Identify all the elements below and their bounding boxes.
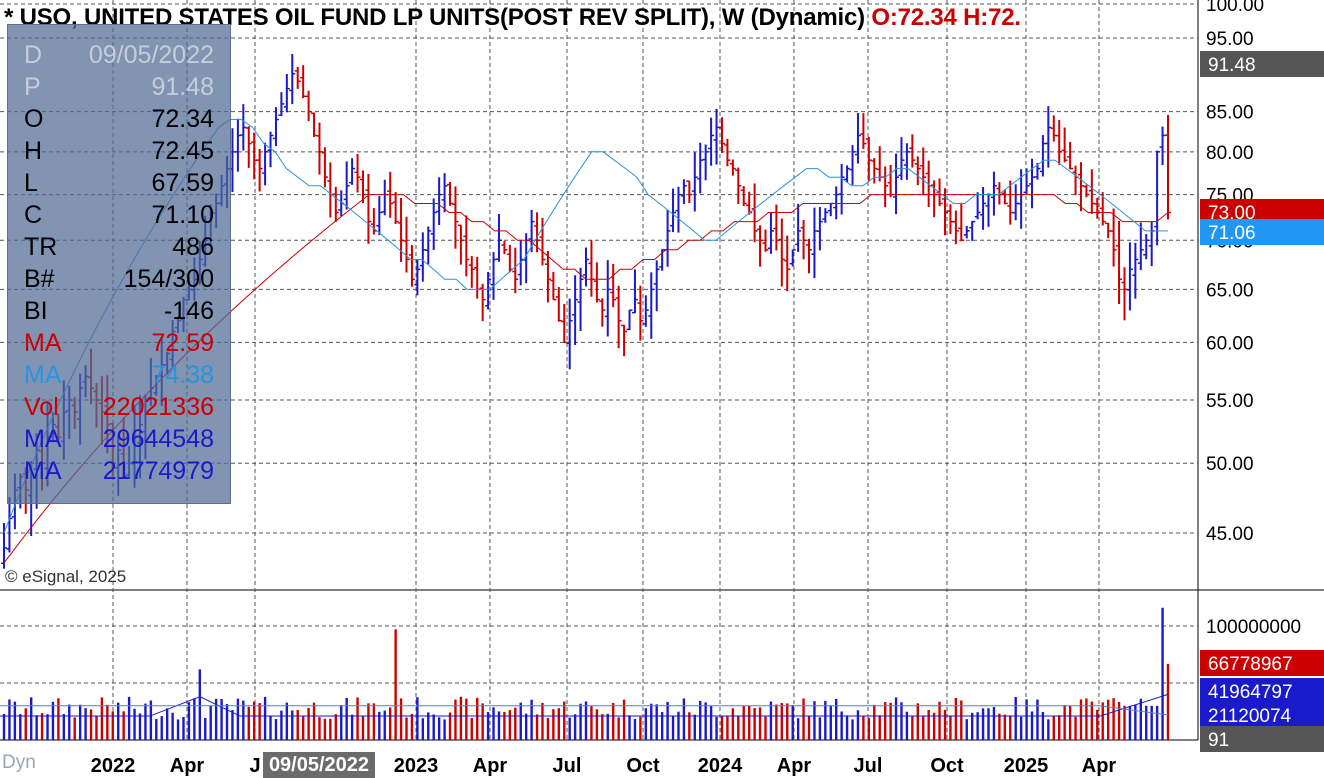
price-tick-label: 80.00 xyxy=(1206,143,1254,164)
volume-ma1-marker-box xyxy=(1200,678,1324,704)
last-price-marker-label: 91.48 xyxy=(1208,55,1256,76)
info-row: P 91.48 xyxy=(24,71,214,103)
price-tick-label: 95.00 xyxy=(1206,29,1254,50)
info-key: C xyxy=(24,201,43,229)
data-window-panel[interactable]: D 09/05/2022 P 91.48 O 72.34 H 72.45 L 67.59 C 71.1… xyxy=(7,24,231,504)
info-value: 29644548 xyxy=(102,425,214,453)
price-tick-label: 65.00 xyxy=(1206,280,1254,301)
info-key: P xyxy=(24,73,41,101)
time-tick-label: 2023 xyxy=(394,755,439,777)
info-key: Vol xyxy=(24,393,59,421)
info-value: 71.10 xyxy=(151,201,214,229)
price-tick-label: 55.00 xyxy=(1206,391,1254,412)
info-value: 72.34 xyxy=(151,105,214,133)
info-key: L xyxy=(24,169,38,197)
time-tick-label: Apr xyxy=(1082,755,1117,777)
info-key: MA xyxy=(24,457,62,485)
last-price-marker-box xyxy=(1200,51,1324,77)
info-value: 72.59 xyxy=(151,329,214,357)
info-value: 72.45 xyxy=(151,137,214,165)
info-row: Vol 22021336 xyxy=(24,391,214,423)
slow-ma-marker-label: 73.00 xyxy=(1208,203,1256,224)
info-key: B# xyxy=(24,265,55,293)
info-key: MA xyxy=(24,329,62,357)
info-row: C 71.10 xyxy=(24,199,214,231)
price-tick-label: 50.00 xyxy=(1206,454,1254,475)
info-value: 74.38 xyxy=(151,361,214,389)
chart-title: * USO, UNITED STATES OIL FUND LP UNITS(P… xyxy=(4,4,1021,32)
volume-marker-label: 66778967 xyxy=(1208,654,1293,675)
info-value: 67.59 xyxy=(151,169,214,197)
price-tick-label: 60.00 xyxy=(1206,333,1254,354)
info-key: O xyxy=(24,105,44,133)
volume-ma1-marker-label: 41964797 xyxy=(1208,682,1293,703)
volume-marker-box xyxy=(1200,650,1324,676)
volume-tick-label: 100000000 xyxy=(1206,617,1301,638)
price-tick-label: 85.00 xyxy=(1206,103,1254,124)
info-value: -146 xyxy=(163,297,214,325)
info-row: B# 154/300 xyxy=(24,263,214,295)
time-tick-label: 2024 xyxy=(698,755,743,777)
time-tick-label: Oct xyxy=(930,755,964,777)
time-tick-label: Apr xyxy=(473,755,508,777)
info-row: D 09/05/2022 xyxy=(24,39,214,71)
dyn-label[interactable]: Dyn xyxy=(2,752,36,773)
ohl-readout: O:72.34 H:72. xyxy=(871,4,1021,31)
info-value: 09/05/2022 xyxy=(88,41,214,69)
info-row: MA 72.59 xyxy=(24,327,214,359)
time-tick-label: Apr xyxy=(170,755,205,777)
volume-zero-marker-box xyxy=(1200,726,1324,752)
cursor-date-box: 09/05/2022 xyxy=(263,752,375,778)
time-tick-label: 2022 xyxy=(91,755,136,777)
time-tick-label: 2025 xyxy=(1004,755,1049,777)
volume-ma-line xyxy=(0,705,1169,716)
info-key: H xyxy=(24,137,43,165)
info-row: O 72.34 xyxy=(24,103,214,135)
info-row: L 67.59 xyxy=(24,167,214,199)
info-value: 154/300 xyxy=(123,265,214,293)
info-row: MA 29644548 xyxy=(24,423,214,455)
volume-zero-marker-label: 91 xyxy=(1208,730,1229,751)
info-key: D xyxy=(24,41,43,69)
price-tick-label: 45.00 xyxy=(1206,524,1254,545)
info-key: MA xyxy=(24,361,62,389)
volume-ma-line xyxy=(0,693,1169,717)
fast-ma-marker-label: 71.06 xyxy=(1208,223,1256,244)
info-value: 21774979 xyxy=(102,457,214,485)
info-row: BI -146 xyxy=(24,295,214,327)
time-tick-label: Jul xyxy=(854,755,883,777)
time-tick-label: Apr xyxy=(777,755,812,777)
info-key: MA xyxy=(24,425,62,453)
info-row: MA 21774979 xyxy=(24,455,214,487)
info-row: H 72.45 xyxy=(24,135,214,167)
price-tick-label: 100.00 xyxy=(1206,0,1264,16)
info-value: 486 xyxy=(172,233,214,261)
info-key: BI xyxy=(24,297,48,325)
info-value: 91.48 xyxy=(151,73,214,101)
volume-ma2-marker-box xyxy=(1200,702,1324,728)
info-row: TR 486 xyxy=(24,231,214,263)
volume-ma2-marker-label: 21120074 xyxy=(1208,706,1292,727)
time-tick-label: Jul xyxy=(553,755,582,777)
fast-ma-marker-box xyxy=(1200,219,1324,245)
info-value: 22021336 xyxy=(102,393,214,421)
copyright-label: © eSignal, 2025 xyxy=(5,567,127,586)
time-tick-label: Oct xyxy=(626,755,660,777)
info-key: TR xyxy=(24,233,58,261)
info-row: MA 74.38 xyxy=(24,359,214,391)
time-tick-label: J xyxy=(249,755,260,777)
